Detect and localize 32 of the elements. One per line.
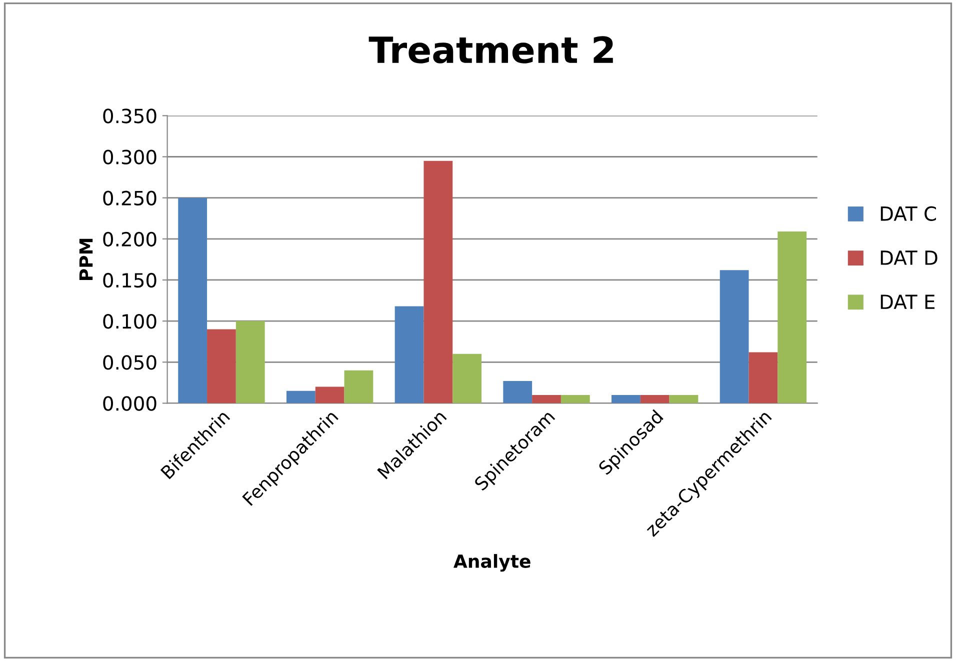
y-tick-label: 0.000	[103, 396, 156, 411]
legend-label: DAT E	[880, 294, 935, 309]
bar	[286, 390, 316, 404]
bar	[748, 352, 778, 404]
y-tick-label: 0.150	[103, 272, 156, 288]
bar	[452, 354, 482, 404]
y-tick-label: 0.250	[103, 190, 156, 206]
bar	[640, 394, 670, 404]
x-axis-title: Analyte	[454, 554, 530, 572]
bar	[720, 270, 749, 404]
legend-label: DAT C	[880, 206, 936, 221]
bar	[503, 381, 532, 404]
y-tick-label: 0.300	[103, 150, 156, 164]
bar	[560, 394, 590, 404]
bar	[344, 370, 374, 404]
bar	[669, 394, 698, 404]
bar	[394, 306, 424, 404]
y-tick-label: 0.100	[103, 314, 156, 329]
y-tick-label: 0.350	[103, 108, 156, 124]
bar	[236, 321, 265, 404]
bar	[532, 394, 561, 404]
bar	[612, 394, 640, 404]
bar	[315, 386, 344, 404]
legend-label: DAT D	[880, 250, 938, 265]
bar	[424, 160, 453, 404]
y-tick-label: 0.050	[103, 355, 156, 370]
y-tick-label: 0.200	[103, 232, 156, 247]
bar	[207, 329, 236, 404]
chart-title: Treatment 2	[368, 36, 613, 64]
bar	[178, 198, 208, 404]
bar	[778, 232, 807, 404]
y-axis-title: PPM	[79, 238, 93, 280]
